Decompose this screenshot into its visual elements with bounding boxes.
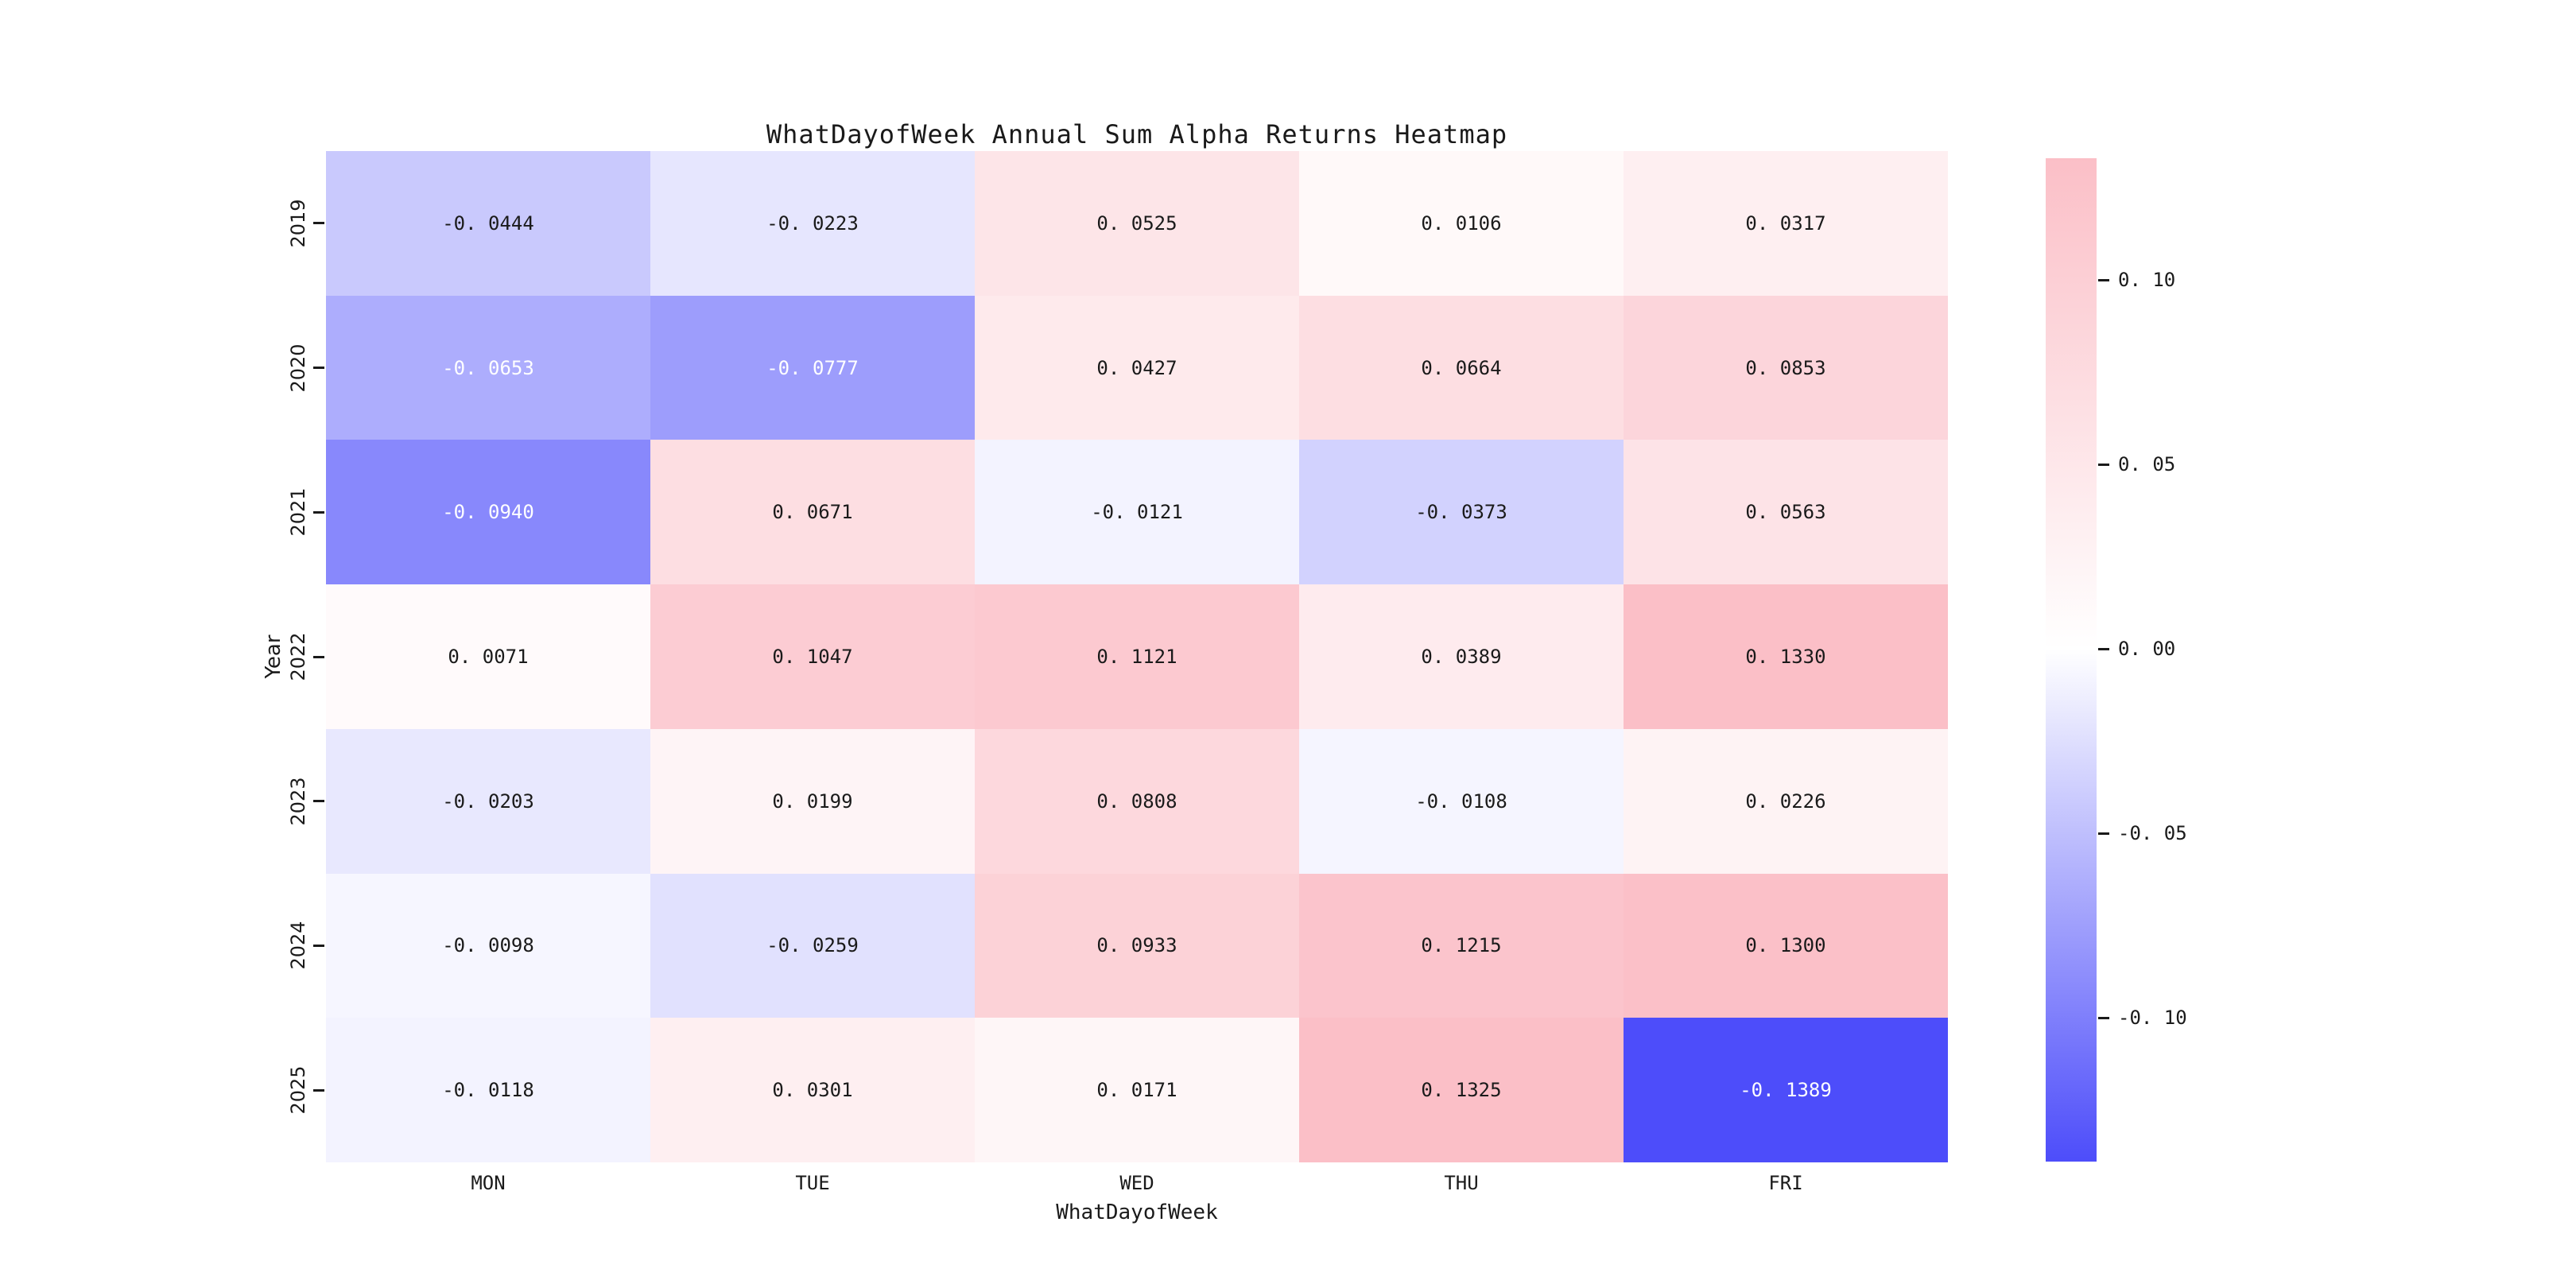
heatmap-cell: -0. 1389 — [1624, 1018, 1948, 1162]
colorbar-gradient — [2046, 158, 2097, 1162]
heatmap-cell: 0. 0671 — [650, 440, 975, 585]
heatmap-cell: 0. 0071 — [326, 584, 650, 729]
y-tick-mark — [313, 222, 324, 225]
heatmap-cell: -0. 0098 — [326, 873, 650, 1018]
heatmap-cell: 0. 1330 — [1624, 584, 1948, 729]
x-tick-label: FRI — [1768, 1172, 1803, 1194]
heatmap-cell: 0. 0808 — [975, 728, 1299, 874]
heatmap-cell: -0. 0118 — [326, 1018, 650, 1162]
y-tick-mark — [313, 1088, 324, 1092]
heatmap-cell: 0. 0226 — [1624, 728, 1948, 874]
colorbar-tick-mark — [2098, 832, 2109, 835]
y-tick-mark — [313, 367, 324, 370]
heatmap-cell: -0. 0940 — [326, 440, 650, 585]
y-tick-label: 2025 — [287, 1065, 309, 1115]
x-tick-label: TUE — [795, 1172, 830, 1194]
heatmap-cell: 0. 0664 — [1299, 295, 1624, 440]
y-tick-label: 2024 — [287, 921, 309, 970]
heatmap-cell: -0. 0259 — [650, 873, 975, 1018]
heatmap-cell: 0. 0525 — [975, 151, 1299, 296]
heatmap-cell: -0. 0777 — [650, 295, 975, 440]
x-tick-label: WED — [1119, 1172, 1154, 1194]
colorbar-tick-mark — [2098, 278, 2109, 281]
x-axis-label: WhatDayofWeek — [1056, 1201, 1218, 1224]
y-tick-label: 2021 — [287, 487, 309, 537]
heatmap-cell: 0. 0171 — [975, 1018, 1299, 1162]
colorbar-tick-mark — [2098, 647, 2109, 650]
heatmap-cell: -0. 0444 — [326, 151, 650, 296]
colorbar-tick-mark — [2098, 463, 2109, 466]
y-axis-label: Year — [262, 634, 285, 679]
colorbar-tick-label: 0. 05 — [2118, 453, 2176, 476]
heatmap-cell: 0. 0563 — [1624, 440, 1948, 585]
heatmap-cell: 0. 1121 — [975, 584, 1299, 729]
heatmap-cell: -0. 0223 — [650, 151, 975, 296]
heatmap-cell: -0. 0121 — [975, 440, 1299, 585]
heatmap-cell: 0. 0933 — [975, 873, 1299, 1018]
heatmap-cell: 0. 0317 — [1624, 151, 1948, 296]
heatmap-cell: -0. 0203 — [326, 728, 650, 874]
heatmap-cell: 0. 0389 — [1299, 584, 1624, 729]
heatmap-cell: 0. 0427 — [975, 295, 1299, 440]
x-tick-label: MON — [471, 1172, 506, 1194]
y-tick-mark — [313, 800, 324, 803]
y-tick-label: 2023 — [287, 777, 309, 826]
heatmap-cell: 0. 1300 — [1624, 873, 1948, 1018]
heatmap-cell: 0. 0301 — [650, 1018, 975, 1162]
colorbar-tick-label: -0. 05 — [2118, 822, 2187, 845]
colorbar-tick-label: 0. 10 — [2118, 269, 2176, 292]
heatmap-cell: 0. 1215 — [1299, 873, 1624, 1018]
y-tick-label: 2020 — [287, 343, 309, 393]
heatmap-cell: -0. 0373 — [1299, 440, 1624, 585]
chart-title: WhatDayofWeek Annual Sum Alpha Returns H… — [766, 119, 1508, 149]
heatmap-cell: 0. 1325 — [1299, 1018, 1624, 1162]
heatmap-cell: -0. 0108 — [1299, 728, 1624, 874]
heatmap-plot: -0. 0444 -0. 0223 0. 0525 0. 0106 0. 0317 -0.… — [326, 151, 1948, 1162]
y-tick-label: 2022 — [287, 632, 309, 681]
y-tick-label: 2019 — [287, 199, 309, 248]
colorbar-tick-label: 0. 00 — [2118, 638, 2176, 661]
y-tick-mark — [313, 655, 324, 658]
x-tick-label: THU — [1444, 1172, 1479, 1194]
heatmap-cell: 0. 0853 — [1624, 295, 1948, 440]
colorbar-tick-label: -0. 10 — [2118, 1007, 2187, 1030]
heatmap-cell: 0. 0106 — [1299, 151, 1624, 296]
y-tick-mark — [313, 510, 324, 514]
heatmap-cell: -0. 0653 — [326, 295, 650, 440]
y-tick-mark — [313, 944, 324, 947]
heatmap-cell: 0. 0199 — [650, 728, 975, 874]
colorbar-tick-mark — [2098, 1016, 2109, 1019]
heatmap-cell: 0. 1047 — [650, 584, 975, 729]
